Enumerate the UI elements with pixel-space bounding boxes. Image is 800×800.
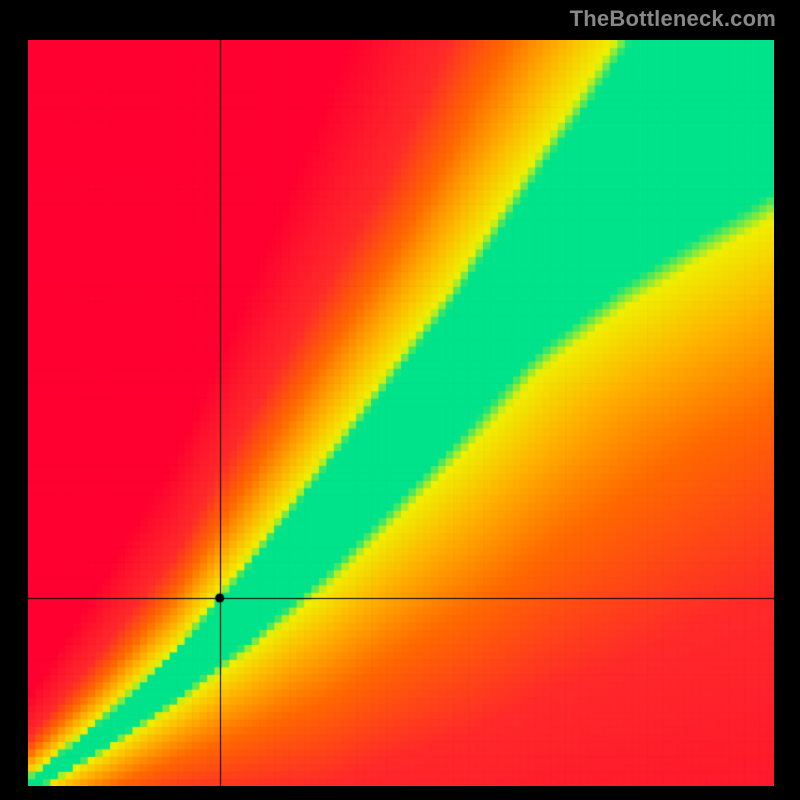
heatmap-canvas (28, 40, 774, 786)
bottleneck-heatmap (28, 40, 774, 786)
attribution-text: TheBottleneck.com (570, 6, 776, 32)
